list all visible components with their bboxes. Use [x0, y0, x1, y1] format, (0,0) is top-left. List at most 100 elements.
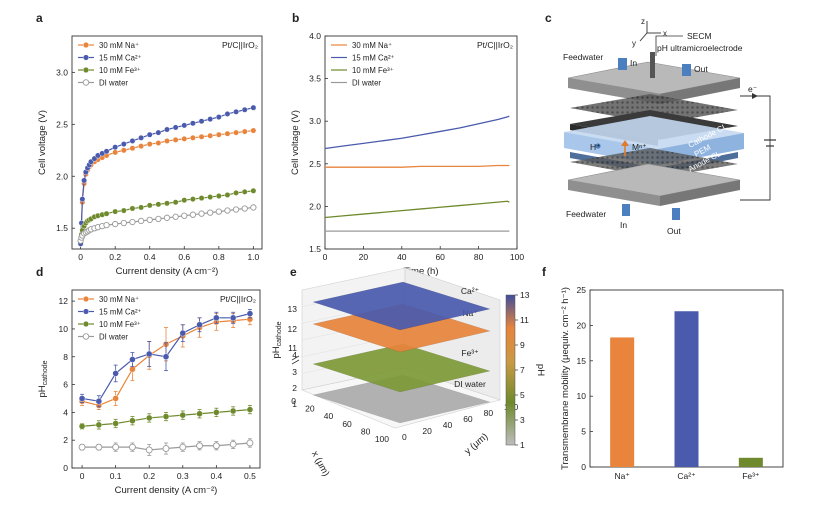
data-point-di [155, 215, 162, 223]
data-point-na [224, 130, 231, 137]
legend-label-ca: 15 mM Ca²⁺ [99, 54, 142, 63]
y-tick-label: 1.5 [56, 223, 68, 233]
legend-marker-di [82, 333, 90, 340]
data-point-ca [207, 116, 214, 123]
data-point-fe [181, 197, 188, 204]
data-point-na [120, 147, 127, 154]
panel-label-f: f [542, 265, 547, 279]
y-tick-label: 40 [443, 420, 453, 430]
data-point-ca [213, 314, 220, 322]
data-point-ca [233, 108, 239, 115]
data-point-fe [129, 205, 136, 212]
y-tick-label: 4.0 [309, 31, 321, 41]
chart-f-plot: 0 5 10 15 20 25 Na⁺ Ca²⁺ Fe³⁺ Transmembrane mobil… [560, 285, 784, 481]
y-axis-title-main: pH [37, 385, 48, 397]
data-point-fe [229, 407, 237, 415]
y-axis-line [639, 32, 648, 42]
x-tick-label: 20 [359, 252, 369, 262]
legend-marker-fe [82, 321, 89, 328]
x-axis-title: x (μm) [309, 449, 331, 478]
chart-annotation: Pt/C||IrO₂ [222, 40, 258, 50]
data-point-fe [146, 202, 153, 209]
y-tick-label: 60 [463, 414, 473, 424]
data-point-di [78, 443, 86, 451]
bar-fe [738, 457, 763, 467]
data-point-fe [112, 420, 119, 427]
z-axis-title-main: pH [271, 346, 282, 358]
data-point-ca [146, 131, 153, 138]
secm-label: SECM [687, 31, 712, 41]
data-point-fe [155, 201, 162, 208]
data-point-di [163, 214, 171, 221]
data-point-na [112, 149, 119, 156]
data-point-fe [233, 189, 239, 196]
data-point-di [103, 221, 110, 229]
data-point-fe [103, 210, 110, 217]
y-tick-label: 3.5 [309, 74, 321, 84]
data-point-ca [79, 196, 86, 203]
y-tick-label: 3.0 [309, 116, 321, 126]
data-point-fe [112, 208, 119, 215]
x-tick-label: 20 [305, 404, 315, 414]
feedwater-outlet-top [682, 64, 691, 76]
y-tick-label: 2.5 [309, 159, 321, 169]
y-tick-label: 80 [484, 408, 494, 418]
y-tick-label: 12 [59, 296, 69, 306]
coordinate-axes [639, 21, 661, 42]
z-tick-label: 4 [292, 350, 297, 360]
y-axis-title-main: Cell voltage (V) [37, 110, 48, 175]
x-tick-label: 0.5 [244, 471, 256, 481]
series-line-fe [324, 200, 510, 219]
data-point-di [137, 217, 145, 225]
panel-e: e DI waterFe³⁺Na⁺Ca²⁺1112131234pHcathode… [271, 265, 546, 478]
y-tick-label: 10 [577, 391, 587, 401]
data-point-di [196, 442, 204, 450]
panel-d: d 0 0.1 0.2 0.3 0.4 0.5 0 2 4 6 8 10 12 Current densi… [36, 265, 261, 496]
y-tick-label: 3.0 [56, 67, 68, 77]
panel-label-d: d [36, 265, 43, 279]
data-point-fe [138, 204, 144, 211]
y-tick-label: 25 [577, 285, 587, 295]
data-point-di [112, 220, 119, 228]
z-tick-label: 13 [288, 304, 298, 314]
plot-frame [324, 35, 518, 250]
data-point-ca [103, 148, 110, 155]
axis-break-mark [291, 355, 300, 361]
data-point-fe [162, 413, 170, 420]
y-axis-title: Transmembrane mobility (μequiv. cm⁻² h⁻¹… [560, 287, 571, 470]
legend-label-na: 30 mM Na⁺ [352, 41, 392, 50]
cation-label: Mⁿ⁺ [632, 142, 647, 152]
y-tick-label: 5 [581, 427, 586, 437]
chart-annotation: Pt/C||IrO₂ [220, 294, 256, 304]
x-tick-label: 80 [474, 252, 484, 262]
legend-label-di: DI water [99, 79, 128, 88]
ph-surface-fe [312, 343, 491, 393]
y-tick-label: 2.0 [56, 171, 68, 181]
data-point-di [95, 443, 103, 451]
z-tick-label: 3 [292, 367, 297, 377]
y-axis-title-main: Cell voltage (V) [290, 110, 301, 175]
plot-frame [71, 289, 261, 469]
probe-callout-line [655, 35, 683, 56]
data-point-fe [196, 410, 203, 417]
data-point-na [138, 143, 144, 150]
data-point-ca [155, 129, 162, 136]
data-point-ca [138, 134, 144, 141]
data-point-fe [215, 193, 222, 199]
out-bottom-label: Out [667, 226, 681, 236]
data-point-ca [95, 398, 103, 405]
series-line-na [325, 164, 510, 168]
chart-e-plot: DI waterFe³⁺Na⁺Ca²⁺1112131234pHcathode02… [271, 267, 546, 478]
data-point-ca [181, 122, 188, 129]
probe-label: pH ultramicroelectrode [657, 43, 743, 53]
data-point-na [198, 133, 205, 140]
electron-arrow-icon [752, 93, 758, 99]
y-axis-label: y [632, 39, 636, 48]
data-point-ca [179, 329, 186, 337]
data-point-fe [190, 196, 196, 203]
data-point-ca [146, 350, 153, 358]
data-point-fe [207, 194, 214, 200]
x-tick-label: 100 [375, 434, 389, 444]
bottom-plate-side [660, 180, 740, 206]
data-point-di [129, 218, 136, 226]
